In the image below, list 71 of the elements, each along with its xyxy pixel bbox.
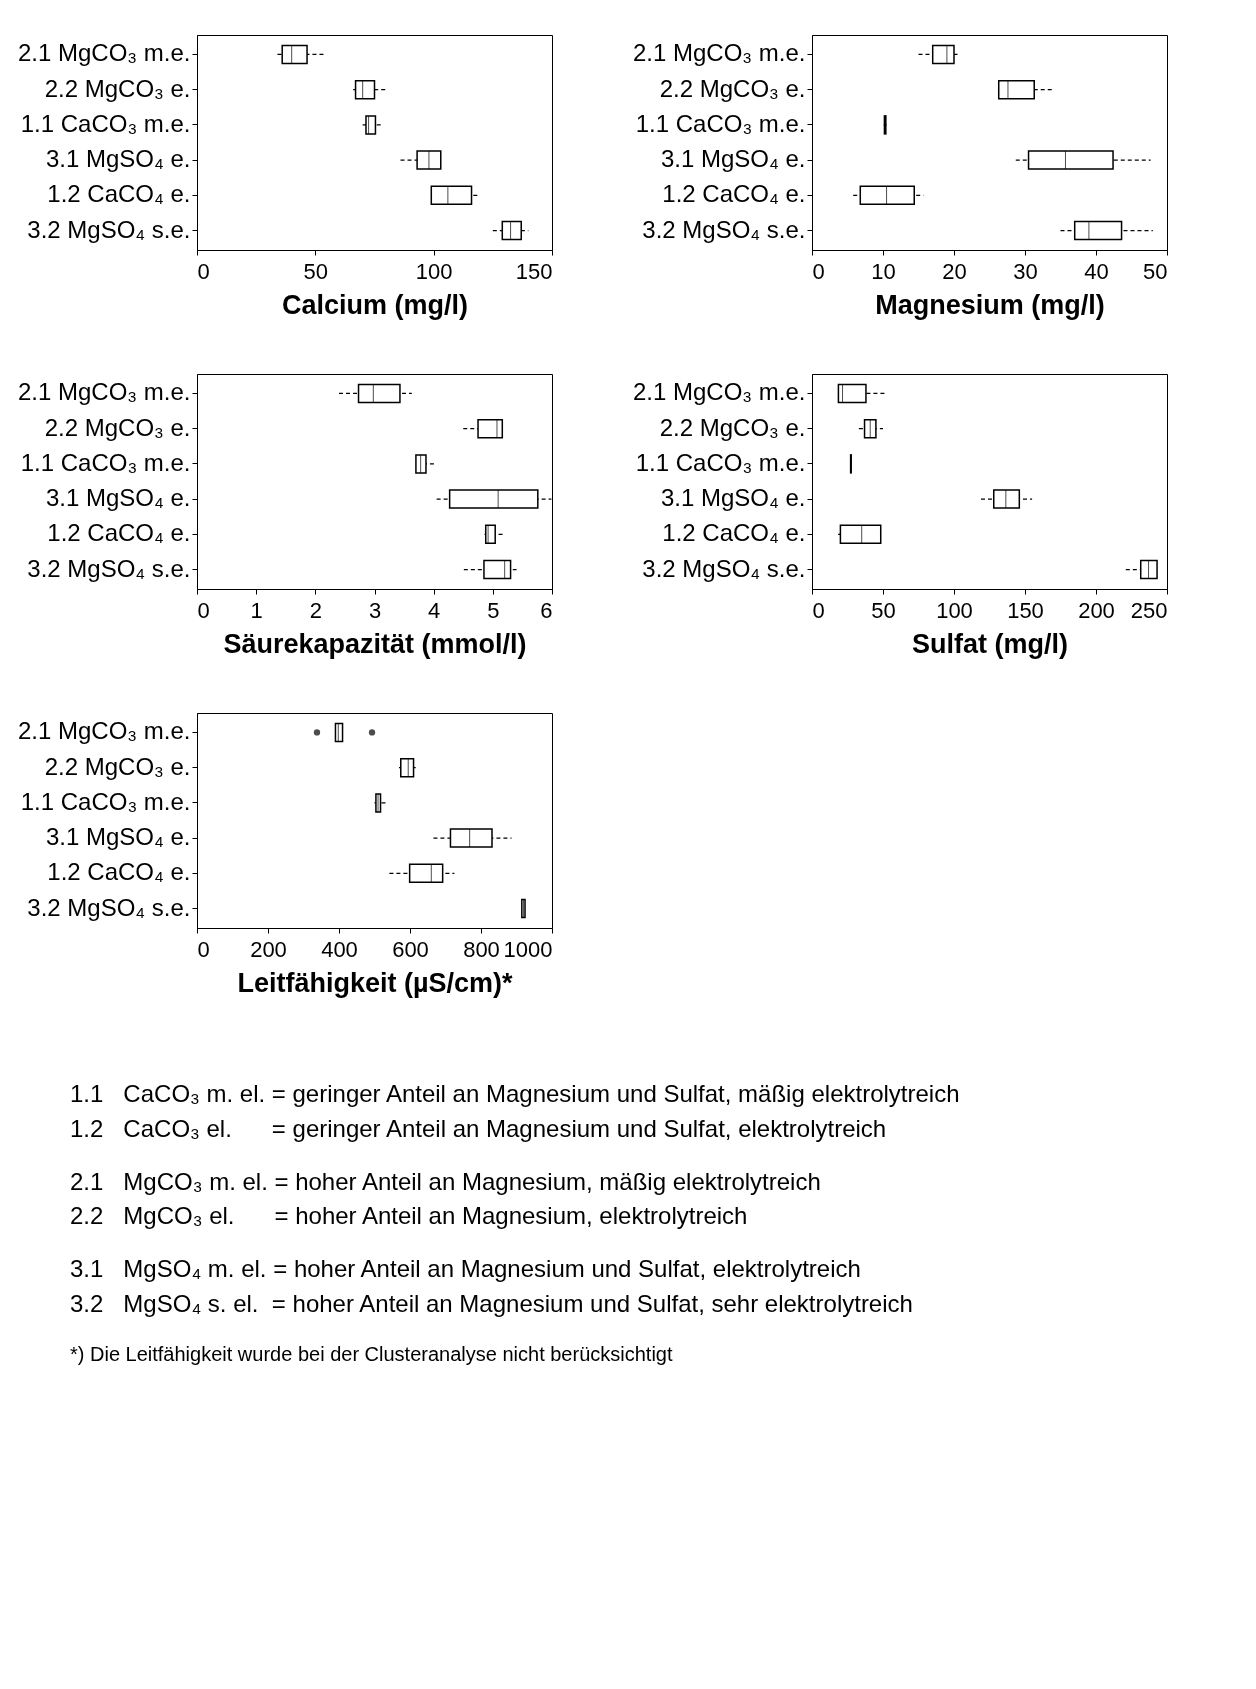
x-tick-label: 40	[1084, 258, 1109, 284]
y-tick-label: 3.1 MgSO₄ e.	[660, 484, 806, 512]
x-axis-title: Leitfähigkeit (µS/cm)*	[237, 967, 514, 998]
x-tick-label: 0	[197, 597, 210, 623]
y-tick-label: 3.1 MgSO₄ e.	[660, 145, 806, 173]
x-tick-label: 3	[368, 597, 382, 623]
x-tick-label: 1000	[503, 936, 553, 962]
y-tick-label: 1.1 CaCO₃ m.e.	[20, 109, 191, 137]
text: 2.2 MgCO₃ el. = hoher Anteil an Magnesium, elektrolytreich	[70, 1201, 749, 1232]
y-tick-label: 2.1 MgCO₃ m.e.	[18, 717, 191, 745]
x-tick-label: 800	[463, 936, 500, 962]
y-tick-label: 3.2 MgSO₄ s.e.	[27, 215, 191, 243]
x-tick-label: 0	[812, 597, 825, 623]
x-tick-label: 150	[1007, 597, 1044, 623]
y-tick-label: 3.1 MgSO₄ e.	[45, 484, 191, 512]
x-tick-label: 5	[487, 597, 500, 623]
y-tick-label: 2.2 MgCO₃ e.	[659, 413, 806, 441]
x-axis-title: Säurekapazität (mmol/l)	[223, 628, 527, 659]
x-tick-label: 200	[1078, 597, 1115, 623]
y-tick-label: 2.2 MgCO₃ e.	[44, 74, 191, 102]
y-tick-label: 1.2 CaCO₄ e.	[47, 519, 191, 547]
x-axis-title: Sulfat (mg/l)	[912, 628, 1068, 659]
x-tick-label: 250	[1130, 597, 1168, 623]
text: 2.1 MgCO₃ m. el. = hoher Anteil an Magnesium, mäßig elektrolytreich	[70, 1166, 822, 1197]
y-tick-label: 1.1 CaCO₃ m.e.	[635, 109, 806, 137]
text: 1.2 CaCO₃ el. = geringer Anteil an Magnesium und Sulfat, elektrolytreich	[70, 1113, 888, 1144]
y-tick-label: 2.1 MgCO₃ m.e.	[633, 39, 806, 67]
y-tick-label: 1.2 CaCO₄ e.	[662, 519, 806, 547]
x-tick-label: 2	[309, 597, 322, 623]
y-tick-label: 3.2 MgSO₄ s.e.	[27, 554, 191, 582]
x-tick-label: 1	[250, 597, 263, 623]
y-tick-label: 1.2 CaCO₄ e.	[47, 180, 191, 208]
y-tick-label: 1.1 CaCO₃ m.e.	[20, 787, 191, 815]
x-tick-label: 4	[428, 597, 441, 623]
y-tick-label: 2.1 MgCO₃ m.e.	[633, 378, 806, 406]
y-tick-label: 3.2 MgSO₄ s.e.	[642, 554, 806, 582]
text: *) Die Leitfähigkeit wurde bei der Clusteranalyse nicht berücksichtigt	[70, 1341, 674, 1367]
x-tick-label: 100	[936, 597, 973, 623]
y-tick-label: 2.2 MgCO₃ e.	[44, 752, 191, 780]
x-tick-label: 50	[1143, 258, 1168, 284]
y-tick-label: 3.2 MgSO₄ s.e.	[27, 893, 191, 921]
x-tick-label: 600	[392, 936, 429, 962]
x-axis-title: Magnesium (mg/l)	[875, 289, 1105, 320]
x-tick-label: 10	[871, 258, 896, 284]
y-tick-label: 1.1 CaCO₃ m.e.	[635, 448, 806, 476]
y-tick-label: 2.1 MgCO₃ m.e.	[18, 378, 191, 406]
x-tick-label: 200	[250, 936, 287, 962]
x-tick-label: 0	[197, 258, 210, 284]
x-tick-label: 0	[197, 936, 210, 962]
y-tick-label: 2.2 MgCO₃ e.	[44, 413, 191, 441]
x-tick-label: 6	[540, 597, 553, 623]
y-tick-label: 3.2 MgSO₄ s.e.	[642, 215, 806, 243]
x-tick-label: 150	[515, 258, 553, 284]
text: 1.1 CaCO₃ m. el. = geringer Anteil an Magnesium und Sulfat, mäßig elektrolytreich	[70, 1079, 961, 1109]
x-tick-label: 400	[321, 936, 358, 962]
x-tick-label: 50	[303, 258, 329, 284]
x-tick-label: 20	[942, 258, 967, 284]
y-tick-label: 3.1 MgSO₄ e.	[45, 145, 191, 173]
y-tick-label: 1.1 CaCO₃ m.e.	[20, 448, 191, 476]
x-axis-title: Calcium (mg/l)	[281, 289, 469, 320]
y-tick-label: 2.2 MgCO₃ e.	[659, 74, 806, 102]
y-tick-label: 2.1 MgCO₃ m.e.	[18, 39, 191, 67]
x-tick-label: 30	[1013, 258, 1038, 284]
y-tick-label: 1.2 CaCO₄ e.	[662, 180, 806, 208]
y-tick-label: 3.1 MgSO₄ e.	[45, 823, 191, 851]
x-tick-label: 50	[871, 597, 896, 623]
x-tick-label: 100	[415, 258, 453, 284]
y-tick-label: 1.2 CaCO₄ e.	[47, 858, 191, 886]
text: 3.1 MgSO₄ m. el. = hoher Anteil an Magnesium und Sulfat, elektrolytreich	[70, 1254, 862, 1285]
text: 3.2 MgSO₄ s. el. = hoher Anteil an Magnesium und Sulfat, sehr elektrolytreich	[70, 1289, 914, 1319]
x-tick-label: 0	[812, 258, 825, 284]
